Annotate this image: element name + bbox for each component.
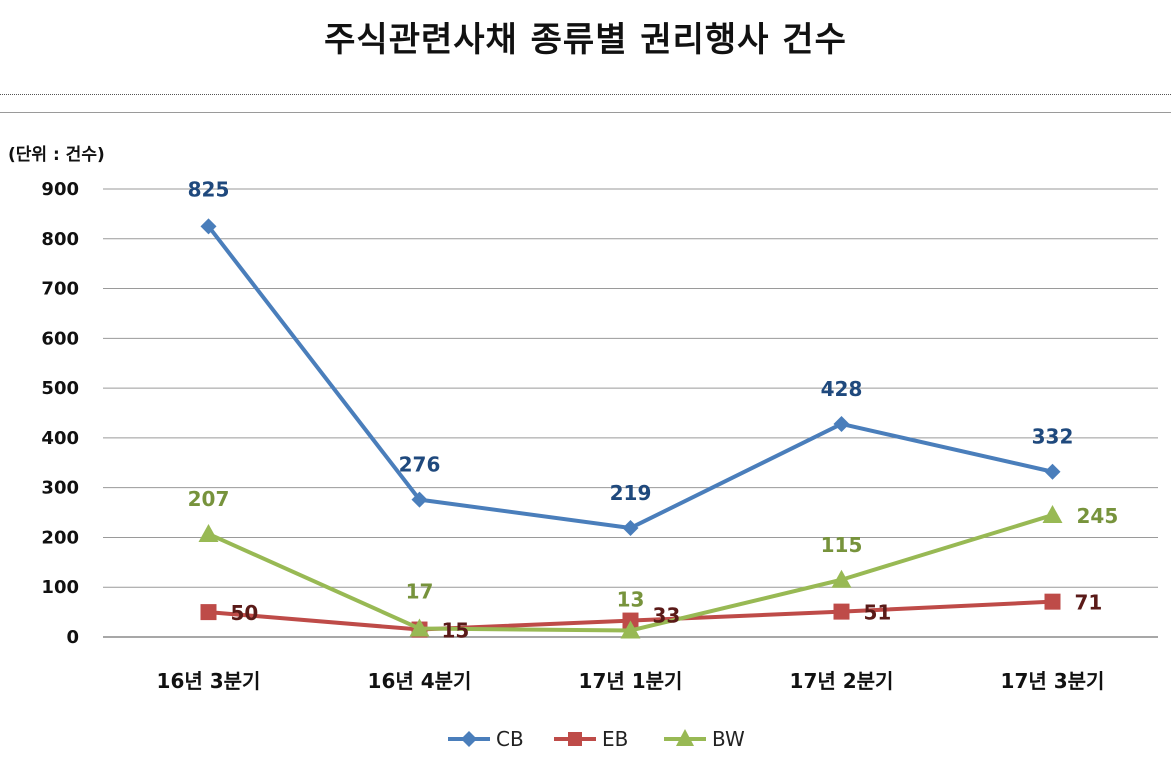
title-divider-solid [0,112,1171,113]
cb-data-label: 428 [821,377,863,401]
bw-data-point [1042,505,1063,524]
bw-data-label: 13 [617,588,645,612]
y-tick-label: 200 [41,527,79,548]
chart-legend: CB EB BW [0,724,1171,754]
bw-data-point [198,523,219,542]
legend-marker [568,732,582,746]
legend-item-cb: CB [446,724,556,754]
y-tick-label: 100 [41,577,79,598]
legend-item-eb: EB [552,724,662,754]
eb-data-label: 15 [442,619,470,643]
cb-data-point [833,415,850,432]
bw-data-point [831,569,852,588]
legend-label: EB [602,727,629,751]
y-tick-label: 800 [41,229,79,250]
eb-data-point [1044,593,1061,610]
y-tick-label: 900 [41,179,79,200]
bw-data-point [620,620,641,639]
cb-data-label: 332 [1032,425,1074,449]
bw-data-label: 17 [406,580,434,604]
y-tick-label: 400 [41,428,79,449]
cb-data-point [200,218,217,235]
eb-data-point [833,603,850,620]
eb-data-label: 51 [864,601,892,625]
legend-swatch [448,731,490,747]
bw-data-label: 115 [821,533,863,557]
legend-marker [461,731,477,747]
y-tick-label: 500 [41,378,79,399]
x-category-label: 17년 3분기 [1001,669,1105,693]
cb-data-label: 219 [610,481,652,505]
legend-swatch [664,729,706,746]
x-category-label: 17년 1분기 [579,669,683,693]
legend-label: BW [712,727,745,751]
x-category-label: 17년 2분기 [790,669,894,693]
cb-data-label: 825 [188,177,230,201]
eb-data-label: 33 [653,604,681,628]
cb-data-point [411,491,428,508]
y-tick-label: 300 [41,478,79,499]
legend-marker [676,729,694,746]
bw-data-label: 245 [1077,504,1119,528]
legend-label: CB [496,727,524,751]
cb-data-label: 276 [399,453,441,477]
x-category-label: 16년 3분기 [157,669,261,693]
eb-data-label: 50 [231,601,259,625]
y-tick-label: 700 [41,279,79,300]
y-tick-label: 600 [41,328,79,349]
cb-data-point [1044,463,1061,480]
cb-data-point [622,519,639,536]
eb-data-label: 71 [1075,591,1103,615]
title-divider-dotted [0,94,1171,95]
unit-label: (단위 : 건수) [8,145,105,165]
bw-data-label: 207 [188,487,230,511]
line-chart: 0 100 200 300 400 500 600 700 800 900 16년 3분기 16년 4… [41,177,1158,693]
chart-title: 주식관련사채 종류별 권리행사 건수 [324,20,847,60]
y-tick-label: 0 [66,627,79,648]
eb-data-point [200,604,217,621]
legend-item-bw: BW [662,724,772,754]
x-category-label: 16년 4분기 [368,669,472,693]
bw-data-point [409,618,430,637]
legend-swatch [554,732,596,746]
